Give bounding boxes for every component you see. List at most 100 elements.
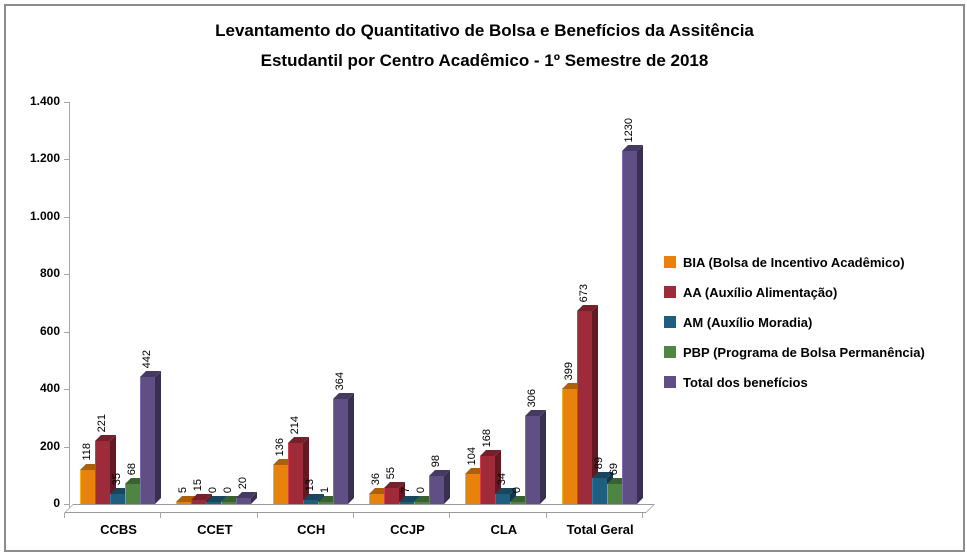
bar-ccbs-series-3: 35 — [110, 473, 131, 504]
legend-swatch-icon — [664, 346, 676, 358]
bar-cla-series-5: 306 — [525, 389, 547, 504]
x-axis-tick — [352, 513, 354, 518]
chart-floor — [64, 504, 655, 513]
y-axis-tick — [64, 446, 69, 448]
bar-face — [398, 502, 414, 504]
bar-total-geral-series-2: 673 — [576, 284, 598, 504]
bar-cch-series-1: 136 — [272, 438, 294, 504]
legend-label: AM (Auxílio Moradia) — [683, 314, 813, 330]
chart-frame: Levantamento do Quantitativo de Bolsa e … — [4, 4, 965, 552]
x-axis-category-label: CLA — [490, 522, 518, 537]
bar-ccbs-series-2: 221 — [95, 414, 116, 504]
y-axis-tick-label: 200 — [39, 438, 60, 453]
bar-value-label: 0 — [222, 486, 235, 493]
bar-value-label: 89 — [592, 456, 605, 469]
bar-side — [636, 145, 643, 504]
bar-face — [428, 476, 444, 504]
bar-side — [540, 410, 547, 504]
bar-face — [621, 151, 637, 504]
chart-title: Levantamento do Quantitativo de Bolsa e … — [6, 16, 963, 76]
bar-face — [332, 399, 348, 504]
x-axis-category-label: CCJP — [390, 522, 425, 537]
bar-face — [576, 311, 592, 504]
chart-legend: BIA (Bolsa de Incentivo Acadêmico) AA (Au… — [664, 247, 925, 397]
bar-value-label: 399 — [562, 361, 575, 380]
bar-ccet-series-5: 20 — [236, 477, 258, 504]
y-axis-tick — [64, 331, 69, 333]
bar-face — [80, 470, 95, 504]
bar-face — [465, 474, 481, 504]
y-axis-tick-label: 600 — [39, 323, 60, 338]
bar-value-label: 7 — [399, 486, 412, 493]
bar-ccjp-series-4: 0 — [413, 487, 435, 504]
legend-swatch-icon — [664, 376, 676, 388]
chart-plot-area: 118 221 35 68 442 5 15 0 0 20 136 214 13 1 364 36 55 7 0 98… — [70, 102, 652, 504]
legend-swatch-icon — [664, 256, 676, 268]
bar-face — [206, 502, 222, 504]
y-axis-tick-label: 1.400 — [29, 94, 60, 108]
bar-face — [591, 478, 607, 504]
bar-value-label: 442 — [141, 349, 153, 368]
bar-face — [287, 443, 303, 504]
bar-value-label: 1 — [318, 486, 331, 493]
chart-title-line2: Estudantil por Centro Acadêmico - 1º Sem… — [260, 51, 709, 70]
bar-value-label: 221 — [96, 413, 108, 432]
bar-ccjp-series-3: 7 — [398, 487, 420, 504]
bar-face — [140, 377, 155, 504]
legend-item-4: PBP (Programa de Bolsa Permanência) — [664, 337, 925, 367]
y-axis-tick — [64, 504, 69, 505]
bar-value-label: 214 — [288, 415, 301, 434]
x-axis-category-label: CCBS — [100, 522, 137, 537]
legend-item-3: AM (Auxílio Moradia) — [664, 307, 925, 337]
bar-ccet-series-1: 5 — [176, 487, 198, 504]
category-group-ccjp: 36 55 7 0 98 — [368, 102, 450, 504]
bar-value-label: 98 — [429, 454, 442, 467]
bar-face — [495, 494, 511, 504]
x-axis-tick — [545, 513, 547, 518]
bar-face — [317, 502, 333, 504]
bar-value-label: 20 — [237, 476, 250, 489]
bar-ccbs-series-4: 68 — [125, 463, 146, 504]
y-axis-tick-label: 0 — [53, 496, 60, 510]
legend-swatch-icon — [664, 286, 676, 298]
x-axis-category-label: Total Geral — [566, 522, 634, 537]
bar-cla-series-4: 0 — [510, 487, 532, 504]
bar-value-label: 1230 — [622, 117, 635, 142]
bar-face — [125, 484, 140, 504]
chart-title-line1: Levantamento do Quantitativo de Bolsa e … — [215, 21, 754, 40]
bar-face — [525, 416, 541, 504]
bar-value-label: 35 — [111, 472, 123, 485]
bar-value-label: 0 — [414, 486, 427, 493]
bar-ccet-series-4: 0 — [221, 487, 243, 504]
x-axis-tick — [64, 513, 65, 518]
bar-value-label: 306 — [526, 388, 539, 407]
y-axis-tick-label: 1.000 — [29, 208, 60, 223]
legend-item-5: Total dos benefícios — [664, 367, 925, 397]
y-axis-tick — [64, 216, 69, 218]
bar-value-label: 673 — [577, 283, 590, 302]
legend-label: BIA (Bolsa de Incentivo Acadêmico) — [683, 254, 905, 270]
y-axis-tick — [64, 159, 69, 161]
bar-value-label: 0 — [511, 486, 524, 493]
bar-total-geral-series-4: 69 — [606, 463, 628, 504]
bar-total-geral-series-1: 399 — [561, 362, 583, 504]
bar-ccbs-series-1: 118 — [80, 443, 101, 504]
y-axis-tick — [64, 102, 69, 103]
bar-ccet-series-2: 15 — [191, 479, 213, 504]
bar-face — [176, 502, 192, 504]
bar-value-label: 0 — [207, 486, 220, 493]
x-axis-category-label: CCH — [297, 522, 326, 537]
bar-ccjp-series-5: 98 — [428, 455, 450, 504]
y-axis-tick — [64, 389, 69, 391]
bar-value-label: 15 — [192, 478, 205, 491]
bar-value-label: 104 — [466, 446, 479, 465]
bar-face — [110, 494, 125, 504]
legend-label: Total dos benefícios — [683, 374, 808, 390]
legend-label: AA (Auxílio Alimentação) — [683, 284, 838, 300]
bar-value-label: 5 — [177, 486, 190, 493]
category-group-ccbs: 118 221 35 68 442 — [80, 102, 161, 504]
bar-ccjp-series-1: 36 — [368, 473, 390, 504]
y-axis-tick-label: 1.200 — [29, 151, 60, 166]
bar-total-geral-series-3: 89 — [591, 457, 613, 504]
bar-value-label: 13 — [303, 478, 316, 491]
